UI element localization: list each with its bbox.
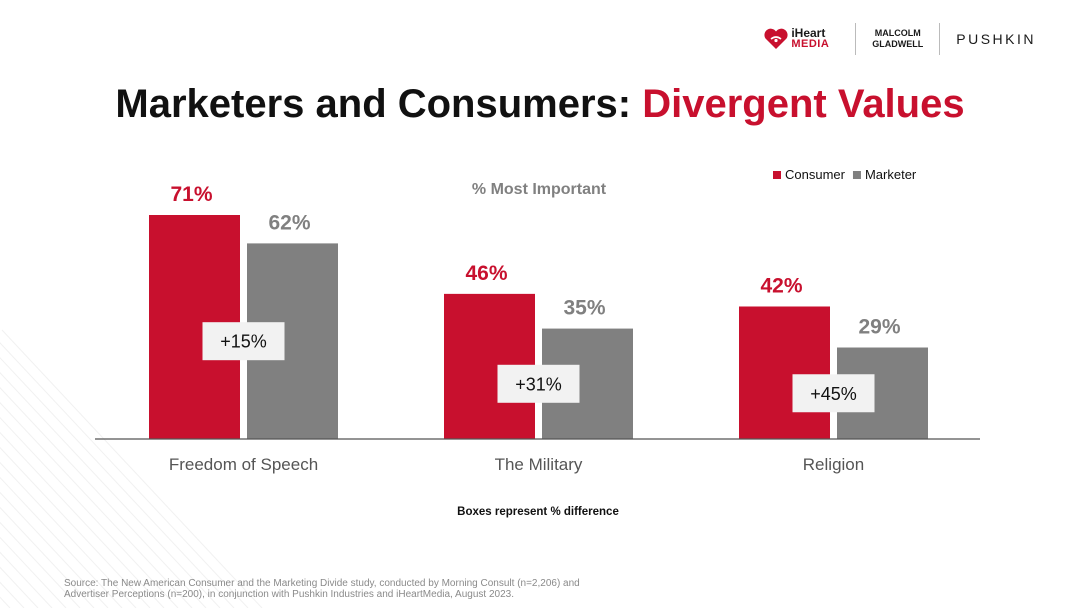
background-line xyxy=(0,506,95,608)
difference-box xyxy=(497,364,580,403)
x-tick-label: The Military xyxy=(495,455,583,474)
malcolm-gladwell-logo: MALCOLM GLADWELL xyxy=(872,28,923,50)
data-label-consumer: 42% xyxy=(760,274,802,297)
logo-divider xyxy=(939,23,941,55)
malcolm-logo-line1: MALCOLM xyxy=(874,28,921,38)
difference-label: +31% xyxy=(515,374,562,394)
x-tick-label: Freedom of Speech xyxy=(169,455,318,474)
background-line xyxy=(0,357,235,608)
background-line xyxy=(0,431,165,608)
legend-swatch-marketer xyxy=(852,171,861,179)
background-line xyxy=(0,461,137,608)
logo-divider xyxy=(855,23,857,55)
background-line xyxy=(0,491,109,608)
chart-subtitle: % Most Important xyxy=(472,181,607,198)
legend-label-consumer: Consumer xyxy=(785,167,846,182)
difference-label: +45% xyxy=(810,384,857,404)
background-line xyxy=(0,401,193,608)
slide-title: Marketers and Consumers: Divergent Value… xyxy=(0,82,1080,127)
iheart-logo-word2: MEDIA xyxy=(791,38,830,50)
difference-label: +15% xyxy=(220,332,267,352)
footnote: Boxes represent % difference xyxy=(457,506,619,518)
title-part2: Divergent Values xyxy=(642,82,965,126)
source-line-2: Advertiser Perceptions (n=200), in conju… xyxy=(64,589,514,600)
background-line xyxy=(0,536,67,608)
x-tick-label: Religion xyxy=(803,455,864,474)
background-line xyxy=(0,476,123,608)
iheartmedia-logo: iHeart MEDIA xyxy=(763,26,830,50)
bar-consumer xyxy=(739,306,830,439)
difference-box xyxy=(202,322,285,361)
difference-box xyxy=(792,374,875,413)
iheart-logo-word1: iHeart xyxy=(791,26,826,40)
data-label-marketer: 62% xyxy=(268,211,310,234)
legend-swatch-consumer xyxy=(773,171,781,179)
background-line xyxy=(0,551,53,608)
malcolm-logo-line2: GLADWELL xyxy=(872,39,924,49)
background-line xyxy=(1,329,263,608)
background-line xyxy=(0,387,207,608)
data-label-marketer: 29% xyxy=(858,316,900,339)
background-line xyxy=(0,342,249,608)
source-line-1: Source: The New American Consumer and th… xyxy=(64,578,580,589)
background-line xyxy=(0,372,221,608)
data-label-marketer: 35% xyxy=(563,297,605,320)
background-line xyxy=(0,446,151,608)
legend-label-marketer: Marketer xyxy=(865,167,917,182)
background-line xyxy=(0,521,81,608)
title-part1: Marketers and Consumers: xyxy=(115,82,643,126)
source-note: Source: The New American Consumer and th… xyxy=(64,578,724,600)
heart-icon xyxy=(764,28,788,49)
data-label-consumer: 46% xyxy=(465,262,507,285)
background-line xyxy=(0,416,179,608)
data-label-consumer: 71% xyxy=(170,183,212,206)
pushkin-logo: PUSHKIN xyxy=(956,31,1036,47)
logo-group: iHeart MEDIA MALCOLM GLADWELL PUSHKIN xyxy=(763,22,1036,56)
